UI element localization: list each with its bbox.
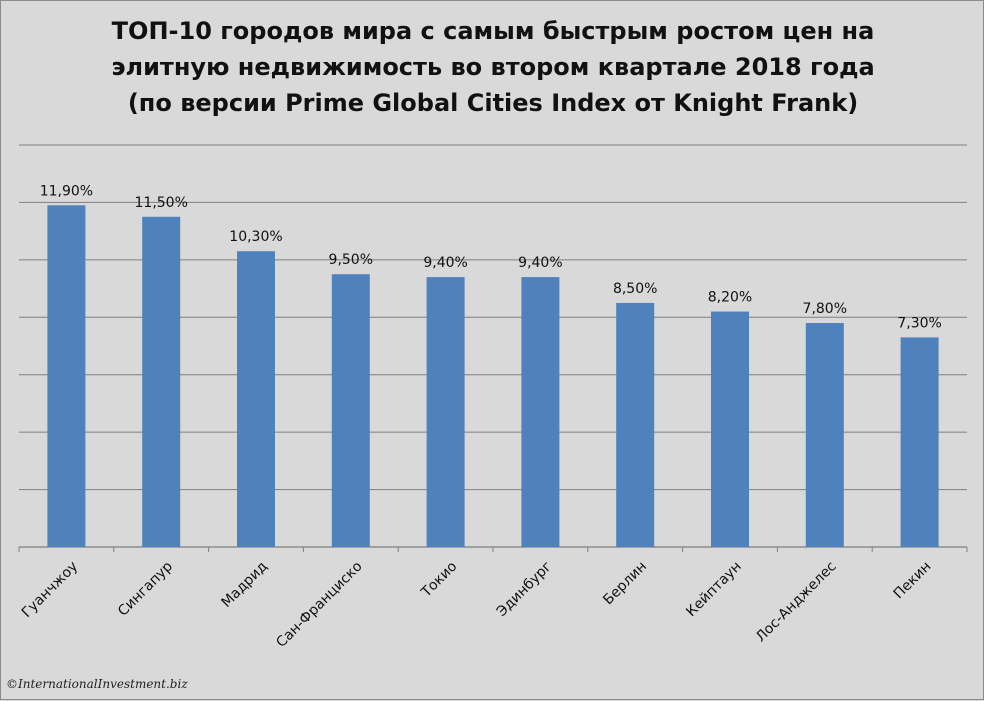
- data-label: 11,90%: [40, 183, 93, 199]
- x-tick-label: Берлин: [600, 559, 650, 609]
- x-tick-label: Сан-Франциско: [273, 559, 365, 651]
- bar-10: [900, 337, 939, 547]
- data-label: 7,30%: [897, 315, 941, 331]
- data-label: 9,40%: [423, 255, 467, 271]
- x-tick-label: Сингапур: [115, 558, 176, 619]
- bar-1: [47, 205, 86, 548]
- data-label: 8,50%: [613, 281, 657, 297]
- chart-title-line-1: ТОП-10 городов мира с самым быстрым рост…: [111, 17, 875, 45]
- x-axis-ticks: Гуанчжоу Сингапур Мадрид Сан-Франциско Токио…: [19, 558, 935, 650]
- bar-9: [805, 323, 844, 547]
- chart-title-line-3: (по версии Prime Global Cities Index от …: [127, 89, 859, 117]
- bar-4: [331, 274, 370, 547]
- bar-8: [711, 311, 749, 547]
- x-tick-label: Гуанчжоу: [19, 559, 81, 621]
- source-credit: ©InternationalInvestment.biz: [6, 677, 188, 691]
- data-label: 7,80%: [803, 301, 847, 317]
- data-label: 10,30%: [229, 229, 282, 245]
- x-tick-label: Мадрид: [218, 559, 270, 611]
- x-tick-label: Пекин: [891, 559, 935, 603]
- x-tick-label: Лос-Анджелес: [753, 559, 840, 646]
- chart-title: ТОП-10 городов мира с самым быстрым рост…: [41, 13, 945, 121]
- bar-2: [142, 216, 181, 548]
- data-labels: 11,90% 11,50% 10,30% 9,50% 9,40% 9,40% 8,50% 8,…: [40, 183, 942, 331]
- data-label: 9,40%: [518, 255, 562, 271]
- bars: [47, 205, 939, 548]
- x-tick-label: Токио: [418, 559, 461, 602]
- data-label: 9,50%: [329, 252, 373, 268]
- x-tick-label: Кейптаун: [683, 559, 745, 621]
- data-label: 11,50%: [135, 195, 188, 211]
- chart-title-line-2: элитную недвижимость во втором квартале …: [111, 53, 875, 81]
- data-label: 8,20%: [708, 290, 752, 306]
- bar-6: [521, 277, 560, 547]
- bar-7: [616, 302, 655, 547]
- bar-3: [237, 251, 275, 547]
- x-tick-label: Эдинбург: [494, 559, 555, 620]
- bar-5: [426, 277, 465, 547]
